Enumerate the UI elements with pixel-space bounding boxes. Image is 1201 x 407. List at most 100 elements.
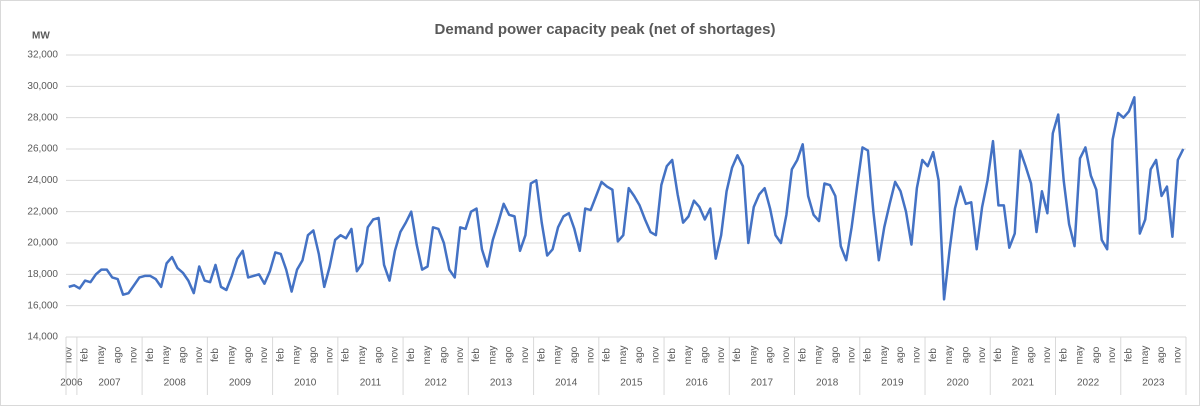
year-label: 2014 — [555, 378, 578, 389]
year-label: 2021 — [1012, 378, 1035, 389]
x-tick-label: ago — [699, 346, 710, 363]
year-label: 2012 — [425, 378, 448, 389]
x-tick-label: ago — [830, 346, 841, 363]
x-tick-label: may — [1009, 346, 1020, 365]
x-tick-label: feb — [602, 348, 613, 362]
y-tick-label: 24,000 — [27, 175, 58, 186]
x-tick-label: nov — [585, 347, 596, 363]
x-tick-label: ago — [243, 346, 254, 363]
x-tick-label: nov — [977, 347, 988, 363]
year-label: 2016 — [686, 378, 709, 389]
x-tick-label: nov — [520, 347, 531, 363]
year-label: 2020 — [947, 378, 970, 389]
x-tick-label: feb — [732, 348, 743, 362]
x-tick-label: ago — [112, 346, 123, 363]
x-tick-label: feb — [536, 348, 547, 362]
x-tick-label: nov — [1107, 347, 1118, 363]
x-tick-label: may — [683, 346, 694, 365]
x-tick-label: nov — [651, 347, 662, 363]
x-tick-label: ago — [1091, 346, 1102, 363]
x-tick-label: nov — [1172, 347, 1183, 363]
x-tick-label: feb — [863, 348, 874, 362]
x-tick-label: may — [161, 346, 172, 365]
year-label: 2006 — [60, 378, 83, 389]
x-tick-label: nov — [324, 347, 335, 363]
x-tick-label: ago — [504, 346, 515, 363]
x-tick-label: nov — [1042, 347, 1053, 363]
x-tick-label: feb — [145, 348, 156, 362]
x-tick-label: feb — [928, 348, 939, 362]
x-tick-label: nov — [194, 347, 205, 363]
x-tick-label: ago — [373, 346, 384, 363]
y-tick-label: 22,000 — [27, 206, 58, 217]
year-label: 2007 — [98, 378, 121, 389]
x-tick-label: may — [96, 346, 107, 365]
x-tick-label: nov — [129, 347, 140, 363]
y-tick-label: 14,000 — [27, 332, 58, 343]
year-label: 2011 — [360, 378, 382, 389]
x-tick-label: feb — [275, 348, 286, 362]
x-tick-label: ago — [178, 346, 189, 363]
x-tick-label: nov — [63, 347, 74, 363]
x-tick-label: feb — [1058, 348, 1069, 362]
x-tick-label: feb — [80, 348, 91, 362]
x-tick-label: may — [226, 346, 237, 365]
y-tick-label: 28,000 — [27, 112, 58, 123]
x-tick-label: nov — [390, 347, 401, 363]
year-label: 2019 — [881, 378, 904, 389]
year-label: 2018 — [816, 378, 839, 389]
x-tick-label: may — [748, 346, 759, 365]
x-tick-label: may — [879, 346, 890, 365]
year-label: 2013 — [490, 378, 513, 389]
x-tick-label: nov — [912, 347, 923, 363]
y-tick-label: 30,000 — [27, 81, 58, 92]
x-tick-label: may — [814, 346, 825, 365]
year-label: 2009 — [229, 378, 252, 389]
x-tick-label: feb — [341, 348, 352, 362]
x-tick-label: nov — [259, 347, 270, 363]
x-tick-label: ago — [1156, 346, 1167, 363]
chart-title: Demand power capacity peak (net of short… — [435, 21, 776, 38]
x-tick-label: may — [422, 346, 433, 365]
x-tick-label: feb — [406, 348, 417, 362]
x-tick-label: nov — [455, 347, 466, 363]
x-tick-label: may — [487, 346, 498, 365]
x-tick-label: feb — [797, 348, 808, 362]
x-tick-label: may — [1075, 346, 1086, 365]
y-tick-label: 20,000 — [27, 238, 58, 249]
x-tick-label: ago — [439, 346, 450, 363]
x-tick-label: ago — [960, 346, 971, 363]
x-tick-label: may — [292, 346, 303, 365]
year-label: 2015 — [620, 378, 643, 389]
year-label: 2008 — [164, 378, 187, 389]
x-tick-label: ago — [569, 346, 580, 363]
x-tick-label: ago — [765, 346, 776, 363]
y-axis-label: MW — [32, 31, 50, 42]
x-tick-label: nov — [781, 347, 792, 363]
x-tick-label: ago — [895, 346, 906, 363]
x-tick-label: feb — [993, 348, 1004, 362]
x-tick-label: feb — [1124, 348, 1135, 362]
y-tick-label: 16,000 — [27, 300, 58, 311]
x-tick-label: feb — [210, 348, 221, 362]
x-tick-label: may — [944, 346, 955, 365]
x-tick-label: may — [357, 346, 368, 365]
data-line — [68, 96, 1185, 301]
year-label: 2017 — [751, 378, 774, 389]
x-tick-label: may — [553, 346, 564, 365]
x-tick-label: ago — [634, 346, 645, 363]
x-tick-label: may — [1140, 346, 1151, 365]
x-tick-label: may — [618, 346, 629, 365]
year-label: 2022 — [1077, 378, 1100, 389]
x-tick-label: feb — [471, 348, 482, 362]
y-tick-label: 26,000 — [27, 144, 58, 155]
y-tick-label: 32,000 — [27, 50, 58, 61]
y-tick-label: 18,000 — [27, 269, 58, 280]
year-label: 2023 — [1142, 378, 1165, 389]
x-tick-label: ago — [308, 346, 319, 363]
x-tick-label: nov — [846, 347, 857, 363]
x-tick-label: feb — [667, 348, 678, 362]
year-label: 2010 — [294, 378, 317, 389]
